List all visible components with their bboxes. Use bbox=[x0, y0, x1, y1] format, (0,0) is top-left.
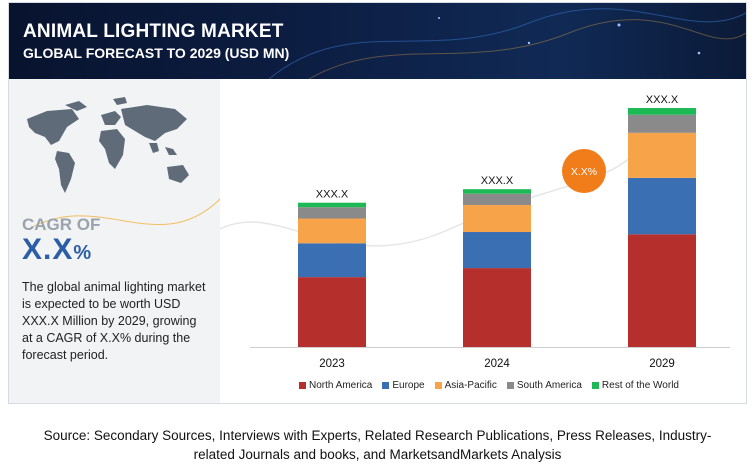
cagr-label: CAGR OF bbox=[22, 215, 101, 234]
total-label: XXX.X bbox=[316, 189, 349, 201]
bar-segment-2024-asia-pacific bbox=[463, 204, 531, 233]
header-banner: ANIMAL LIGHTING MARKET GLOBAL FORECAST T… bbox=[9, 3, 746, 79]
page-title: ANIMAL LIGHTING MARKET bbox=[23, 21, 284, 42]
source-note: Source: Secondary Sources, Interviews wi… bbox=[0, 426, 755, 464]
banner-decoration bbox=[268, 8, 746, 79]
cagr-number: X.X bbox=[22, 233, 74, 266]
market-description: The global animal lighting market is exp… bbox=[22, 280, 206, 362]
summary-panel: CAGR OF X.X% The global animal lighting … bbox=[9, 79, 220, 403]
source-line-2: related Journals and books, and Marketsa… bbox=[193, 447, 562, 462]
legend-item: Rest of the World bbox=[591, 379, 679, 391]
legend-label: South America bbox=[516, 379, 582, 391]
legend-swatch bbox=[434, 381, 442, 389]
bar-segment-2029-south-america bbox=[628, 114, 696, 133]
bar-segment-2023-rest-of-the-world bbox=[298, 202, 366, 208]
legend-label: North America bbox=[309, 379, 373, 391]
total-label: XXX.X bbox=[646, 94, 679, 106]
bar-segment-2029-europe bbox=[628, 177, 696, 235]
legend-item: North America bbox=[299, 380, 372, 391]
legend-label: Asia-Pacific bbox=[444, 379, 497, 391]
x-tick-label: 2029 bbox=[649, 358, 675, 370]
cagr-unit: % bbox=[73, 242, 93, 264]
bar-segment-2023-south-america bbox=[298, 207, 366, 219]
page-subtitle: GLOBAL FORECAST TO 2029 (USD MN) bbox=[23, 45, 290, 61]
legend-swatch bbox=[591, 381, 599, 389]
bar-segment-2023-europe bbox=[298, 243, 366, 278]
legend-item: South America bbox=[506, 379, 582, 391]
bar-segment-2024-north-america bbox=[463, 268, 531, 347]
legend-swatch bbox=[299, 381, 306, 389]
bar-segment-2024-europe bbox=[463, 232, 531, 269]
bar-segment-2024-south-america bbox=[463, 193, 531, 205]
legend-label: Rest of the World bbox=[601, 379, 679, 391]
bar-segment-2024-rest-of-the-world bbox=[463, 189, 531, 194]
total-label: XXX.X bbox=[481, 175, 514, 187]
legend-swatch bbox=[506, 381, 514, 389]
growth-bubble-label: X.X% bbox=[571, 166, 597, 178]
bar-segment-2029-rest-of-the-world bbox=[628, 108, 696, 115]
stacked-bar-chart: XXX.X 2023 XXX.X 2024 XXX.X 2029 X.X% bbox=[220, 94, 730, 370]
source-line-1: Source: Secondary Sources, Interviews wi… bbox=[43, 428, 712, 443]
infographic-frame: ANIMAL LIGHTING MARKET GLOBAL FORECAST T… bbox=[8, 2, 747, 404]
bar-segment-2023-asia-pacific bbox=[298, 218, 366, 244]
chart-legend: North America Europe Asia-Pacific South Ame… bbox=[299, 377, 679, 393]
world-map-icon bbox=[27, 97, 189, 193]
bar-segment-2029-asia-pacific bbox=[628, 132, 696, 178]
bar-segment-2023-north-america bbox=[298, 277, 366, 347]
legend-item: Asia-Pacific bbox=[434, 379, 497, 391]
legend-label: Europe bbox=[392, 379, 425, 391]
legend-item: Europe bbox=[382, 379, 425, 391]
x-tick-label: 2024 bbox=[484, 358, 510, 370]
legend-swatch bbox=[382, 381, 390, 389]
cagr-value: X.X% bbox=[22, 233, 92, 267]
growth-bubble bbox=[562, 149, 606, 193]
swoosh-decoration bbox=[28, 198, 220, 230]
bar-segment-2029-north-america bbox=[628, 234, 696, 347]
x-tick-label: 2023 bbox=[319, 358, 345, 370]
